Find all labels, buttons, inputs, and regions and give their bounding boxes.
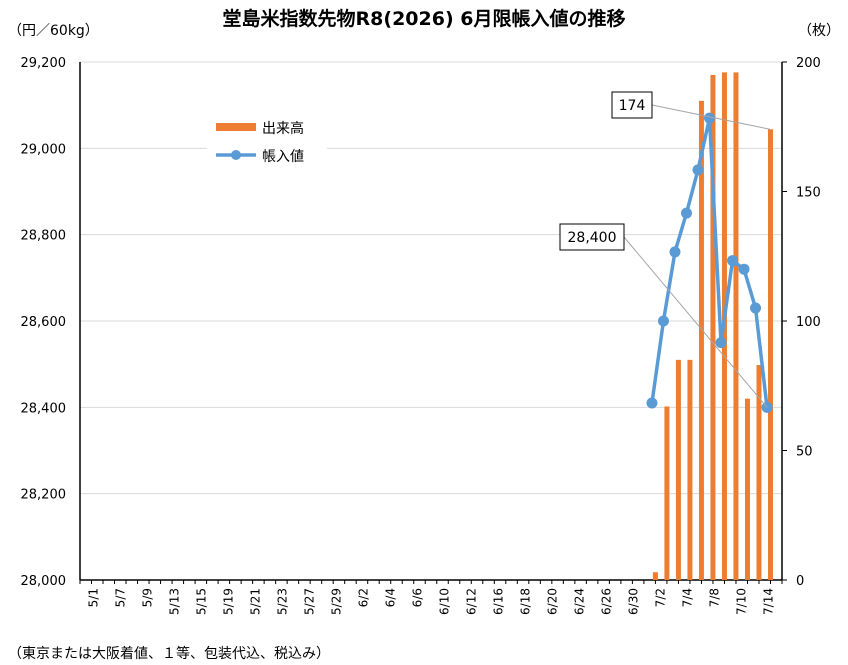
- callout-box: [611, 91, 653, 119]
- x-tick-label: 5/29: [330, 588, 344, 615]
- left-axis-ticks: 28,000 28,200 28,400 28,600 28,800 29,000 29,2…: [21, 56, 67, 589]
- x-tick-label: 6/16: [492, 588, 506, 615]
- volume-bar: [756, 365, 762, 580]
- x-tick-label: 7/2: [654, 588, 668, 607]
- settlement-point: [738, 263, 750, 275]
- x-tick-label: 6/18: [519, 588, 533, 615]
- settlement-point: [657, 315, 669, 327]
- x-tick-label: 6/2: [357, 588, 371, 607]
- settlement-point: [727, 255, 739, 267]
- x-tick-label: 7/8: [708, 588, 722, 607]
- legend-label: 帳入値: [262, 149, 304, 165]
- left-tick-label: 29,000: [21, 142, 67, 157]
- x-tick-label: 6/12: [465, 588, 479, 615]
- right-tick-label: 200: [796, 56, 821, 71]
- x-tick-label: 5/27: [303, 588, 317, 615]
- x-tick-label: 5/1: [87, 588, 101, 607]
- callout-leader: [623, 236, 768, 408]
- x-tick-label: 6/24: [573, 588, 587, 615]
- left-tick-label: 29,200: [21, 56, 67, 71]
- callout-label: 174: [619, 98, 646, 114]
- callout-label: 28,400: [568, 230, 617, 246]
- volume-bar: [687, 359, 693, 580]
- x-axis-ticks: 5/1 5/7 5/9 5/13 5/15 5/19 5/21 5/23 5/27 5/29 6/2…: [79, 580, 783, 615]
- x-tick-label: 5/23: [276, 588, 290, 615]
- volume-bar: [652, 572, 658, 580]
- x-tick-label: 5/9: [141, 588, 155, 607]
- settlement-point: [692, 164, 704, 176]
- right-tick-label: 50: [796, 445, 813, 460]
- left-tick-label: 28,200: [21, 488, 67, 503]
- x-tick-label: 6/20: [546, 588, 560, 615]
- volume-bar: [698, 100, 704, 580]
- settlement-line: [646, 112, 773, 413]
- chart-title: 堂島米指数先物R8(2026) 6月限帳入値の推移: [223, 7, 626, 30]
- callout-leader: [651, 104, 771, 130]
- volume-bar: [664, 406, 670, 580]
- callouts: 174 28,400: [559, 91, 771, 408]
- legend-box: [207, 110, 327, 172]
- x-tick-label: 5/15: [195, 588, 209, 615]
- x-tick-label: 5/21: [249, 588, 263, 615]
- legend-label: 出来高: [262, 120, 304, 137]
- settlement-point: [750, 302, 762, 314]
- left-tick-label: 28,400: [21, 401, 67, 416]
- settlement-point: [715, 337, 727, 349]
- right-axis-unit: （枚）: [798, 23, 840, 39]
- right-tick-label: 0: [796, 574, 804, 589]
- footnote: （東京または大阪着値、１等、包装代込、税込み）: [8, 645, 330, 662]
- volume-bar: [733, 72, 739, 581]
- right-tick-label: 100: [796, 315, 821, 330]
- right-axis-ticks: 0 50 100 150 200: [782, 56, 821, 589]
- callout-box: [559, 223, 625, 251]
- x-tick-label: 7/10: [735, 588, 749, 615]
- legend-swatch-marker: [231, 150, 241, 160]
- x-tick-label: 5/13: [168, 588, 182, 615]
- legend-swatch-bar: [216, 123, 256, 131]
- settlement-point: [669, 246, 681, 258]
- x-tick-label: 5/19: [222, 588, 236, 615]
- x-tick-label: 7/4: [681, 588, 695, 607]
- volume-bar: [675, 359, 681, 580]
- x-tick-label: 6/30: [627, 588, 641, 615]
- settlement-point: [646, 397, 658, 409]
- volume-bar: [744, 398, 750, 580]
- x-tick-label: 6/6: [411, 588, 425, 607]
- x-tick-label: 7/14: [762, 588, 776, 615]
- x-tick-label: 5/7: [114, 588, 128, 607]
- left-tick-label: 28,800: [21, 229, 67, 244]
- x-tick-label: 6/10: [438, 588, 452, 615]
- left-tick-label: 28,600: [21, 315, 67, 330]
- settlement-point: [680, 207, 692, 219]
- settlement-point: [703, 112, 715, 124]
- settlement-line-path: [650, 116, 769, 408]
- right-tick-label: 150: [796, 186, 821, 201]
- left-axis-unit: （円／60kg）: [8, 23, 99, 39]
- volume-bar: [767, 129, 773, 580]
- left-tick-label: 28,000: [21, 574, 67, 589]
- x-tick-label: 6/26: [600, 588, 614, 615]
- x-tick-label: 6/4: [384, 588, 398, 607]
- volume-bar: [710, 74, 716, 580]
